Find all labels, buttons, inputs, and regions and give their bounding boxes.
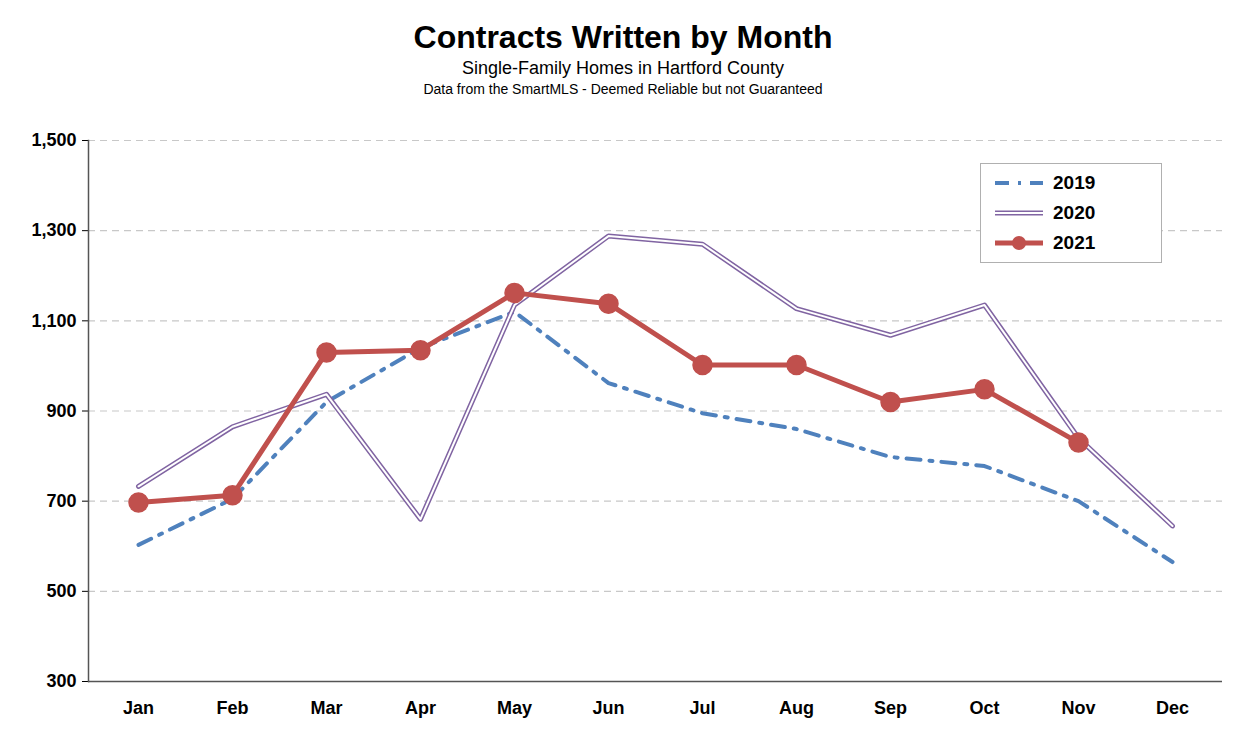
svg-text:700: 700 [46, 491, 76, 511]
html-text:Single-Family Homes in Hartfor: Single-Family Homes in Hartford County [461, 58, 785, 78]
svg-text:Jan: Jan [123, 698, 154, 718]
svg-text:300: 300 [46, 671, 76, 691]
html-text:Data from the SmartMLS - Deeme: Data from the SmartMLS - Deemed Reliable… [423, 81, 823, 97]
html-text:2019: 2019 [1053, 172, 1096, 193]
svg-text:Nov: Nov [1061, 698, 1095, 718]
svg-text:Feb: Feb [216, 698, 248, 718]
svg-text:900: 900 [46, 401, 76, 421]
svg-text:1,100: 1,100 [31, 311, 76, 331]
html-text:2020: 2020 [1053, 202, 1096, 223]
svg-text:Jul: Jul [689, 698, 715, 718]
svg-text:Apr: Apr [405, 698, 436, 718]
svg-text:500: 500 [46, 581, 76, 601]
svg-text:1,500: 1,500 [31, 130, 76, 150]
svg-text:Oct: Oct [969, 698, 999, 718]
svg-text:Sep: Sep [874, 698, 907, 718]
html-text:2021: 2021 [1053, 232, 1096, 253]
svg-text:Mar: Mar [310, 698, 342, 718]
svg-text:Dec: Dec [1156, 698, 1189, 718]
svg-text:1,300: 1,300 [31, 220, 76, 240]
html-text:Contracts Written by Month: Contracts Written by Month [413, 19, 833, 55]
svg-text:Jun: Jun [592, 698, 624, 718]
svg-text:Aug: Aug [779, 698, 814, 718]
svg-text:May: May [497, 698, 532, 718]
